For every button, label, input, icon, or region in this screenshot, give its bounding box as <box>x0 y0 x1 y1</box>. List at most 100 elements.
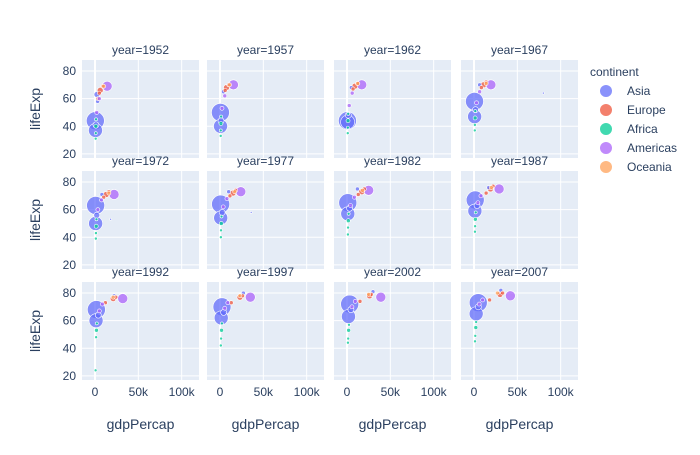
data-point-europe <box>350 86 356 92</box>
facet-panel-1952: year=1952 20 40 60 80 lifeExp <box>27 43 199 161</box>
data-point-africa <box>473 325 479 330</box>
data-point-americas <box>220 204 226 210</box>
data-point-africa <box>93 131 98 135</box>
facet-panel-1977: year=1977 <box>207 154 324 269</box>
x-tick-label: 0 <box>471 385 478 399</box>
facet-title: year=1987 <box>491 154 548 168</box>
data-point-africa <box>95 321 99 326</box>
data-point-asia <box>93 211 101 219</box>
facet-title: year=1992 <box>112 265 169 279</box>
data-point-americas <box>346 103 352 108</box>
data-point-africa <box>218 134 223 138</box>
y-tick-label: 60 <box>63 203 77 217</box>
legend-label-oceania: Oceania <box>627 160 672 174</box>
data-point-americas <box>352 299 358 304</box>
facet-title: year=1962 <box>364 43 421 57</box>
data-point-asia <box>218 209 226 216</box>
y-tick-label: 20 <box>63 369 77 383</box>
data-point-asia <box>226 189 231 195</box>
data-point-africa <box>346 340 350 345</box>
facet-panel-1957: year=1957 <box>207 43 324 158</box>
facet-panel-1967: year=1967 <box>461 43 578 158</box>
y-tick-label: 80 <box>63 286 77 300</box>
data-point-africa <box>346 112 351 116</box>
data-point-oceania <box>366 292 371 297</box>
facet-title: year=1957 <box>237 43 294 57</box>
data-point-africa <box>345 131 350 135</box>
facet-panel-2007: year=2007 0 50k 100k gdpPercap <box>461 265 578 432</box>
plot-background <box>82 60 199 158</box>
facet-title: year=1977 <box>237 154 294 168</box>
data-point-africa <box>346 225 350 230</box>
data-point-africa <box>219 228 223 233</box>
data-point-asia <box>109 218 112 221</box>
facet-title: year=1972 <box>112 154 169 168</box>
data-point-africa <box>473 123 477 127</box>
data-point-africa <box>473 334 478 338</box>
data-point-africa <box>94 217 99 222</box>
data-point-americas <box>348 203 353 208</box>
y-tick-label: 40 <box>63 230 77 244</box>
data-point-oceania <box>360 188 365 193</box>
y-axis-title: lifeExp <box>27 199 43 241</box>
plot-background <box>461 60 578 158</box>
data-point-africa <box>94 117 98 122</box>
data-point-americas <box>219 106 225 111</box>
y-tick-label: 20 <box>63 147 77 161</box>
data-point-africa <box>347 322 351 327</box>
facet-title: year=1967 <box>491 43 548 57</box>
data-point-africa <box>219 328 224 333</box>
data-point-oceania <box>483 81 489 86</box>
data-point-africa <box>219 221 224 226</box>
facet-panel-1982: year=1982 <box>334 154 451 269</box>
data-point-americas <box>95 207 101 212</box>
data-point-oceania <box>101 83 106 89</box>
data-point-oceania <box>355 81 361 86</box>
data-point-africa <box>346 232 350 237</box>
plot-background <box>461 171 578 269</box>
data-point-africa <box>473 217 478 222</box>
data-point-africa <box>94 335 98 340</box>
y-axis-title: lifeExp <box>27 88 43 130</box>
y-tick-label: 80 <box>63 64 77 78</box>
data-point-americas <box>222 93 228 99</box>
data-point-europe <box>355 192 361 197</box>
data-point-africa <box>219 343 223 348</box>
data-point-americas <box>99 197 104 203</box>
x-tick-label: 100k <box>548 385 575 399</box>
y-tick-label: 80 <box>63 175 77 189</box>
y-axis-title: lifeExp <box>27 310 43 352</box>
data-point-africa <box>473 210 478 215</box>
data-point-americas <box>94 110 100 115</box>
data-point-europe <box>357 299 363 304</box>
data-point-europe <box>487 297 492 303</box>
legend-marker-oceania <box>600 161 612 173</box>
data-point-americas <box>475 200 481 206</box>
data-point-africa <box>473 128 477 133</box>
data-point-africa <box>346 336 351 341</box>
data-point-americas <box>352 194 357 200</box>
x-tick-label: 0 <box>92 385 99 399</box>
plot-background <box>334 171 451 269</box>
data-point-africa <box>473 229 477 234</box>
facet-panel-1962: year=1962 <box>334 43 451 158</box>
data-point-africa <box>346 218 351 223</box>
data-point-africa <box>94 236 98 241</box>
legend-label-americas: Americas <box>627 141 677 155</box>
data-point-oceania <box>232 189 238 195</box>
facet-panel-1997: year=1997 0 50k 100k gdpPercap <box>207 265 324 432</box>
x-tick-label: 50k <box>254 385 274 399</box>
data-point-africa <box>93 123 99 129</box>
legend-marker-africa <box>600 123 612 135</box>
data-point-oceania <box>495 290 500 296</box>
data-point-oceania <box>227 82 232 88</box>
x-tick-label: 100k <box>421 385 448 399</box>
legend-label-asia: Asia <box>627 84 651 98</box>
facet-title: year=1952 <box>112 43 169 57</box>
data-point-europe <box>222 88 228 93</box>
data-point-africa <box>473 109 478 113</box>
data-point-africa <box>346 211 351 216</box>
y-tick-label: 60 <box>63 314 77 328</box>
data-point-africa <box>219 235 223 240</box>
